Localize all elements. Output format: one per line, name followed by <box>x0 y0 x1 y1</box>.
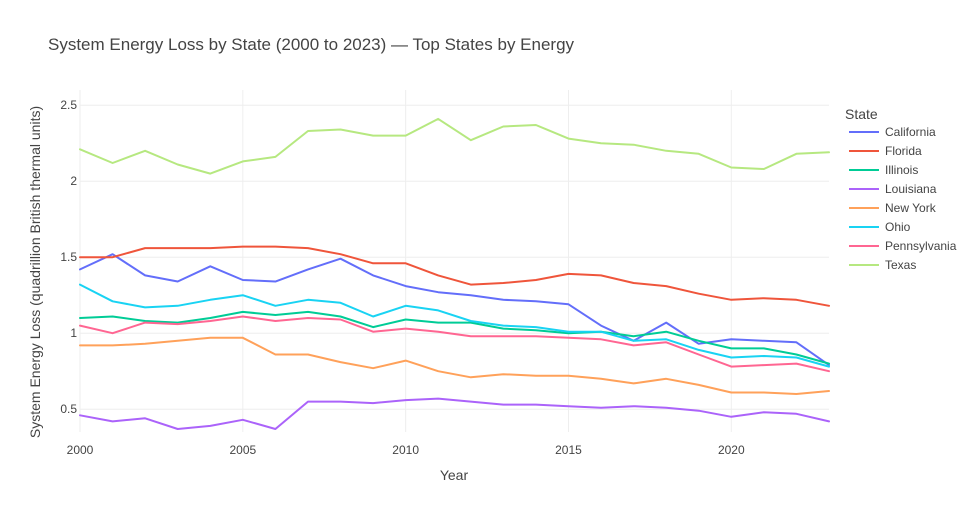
tick-layer: 2000 2005 2010 2015 2020 0.5 1 1.5 2 2.5 <box>60 98 745 457</box>
legend-item-new-york[interactable]: New York <box>849 201 937 215</box>
x-tick-label: 2000 <box>67 443 94 457</box>
legend-item-illinois[interactable]: Illinois <box>849 163 918 177</box>
x-tick-label: 2010 <box>392 443 419 457</box>
legend-item-florida[interactable]: Florida <box>849 144 922 158</box>
x-tick-label: 2005 <box>229 443 256 457</box>
legend-item-texas[interactable]: Texas <box>849 258 916 272</box>
y-tick-label: 1 <box>70 326 77 340</box>
series-line-california[interactable] <box>79 253 830 367</box>
series-layer <box>79 117 830 430</box>
legend-item-louisiana[interactable]: Louisiana <box>849 182 937 196</box>
y-tick-label: 2 <box>70 174 77 188</box>
y-tick-label: 1.5 <box>60 250 77 264</box>
legend-item-california[interactable]: California <box>849 125 936 139</box>
legend[interactable]: State California Florida Illinois Louisiana… <box>845 106 957 272</box>
legend-label: Ohio <box>885 220 911 234</box>
legend-label: New York <box>885 201 937 215</box>
series-line-florida[interactable] <box>79 245 830 307</box>
legend-label: Texas <box>885 258 916 272</box>
legend-label: Florida <box>885 144 922 158</box>
legend-title: State <box>845 106 878 122</box>
legend-label: Louisiana <box>885 182 937 196</box>
legend-label: Illinois <box>885 163 918 177</box>
series-line-louisiana[interactable] <box>79 397 830 430</box>
series-line-illinois[interactable] <box>79 310 830 365</box>
x-tick-label: 2015 <box>555 443 582 457</box>
y-tick-label: 2.5 <box>60 98 77 112</box>
x-axis-title: Year <box>440 467 469 483</box>
legend-label: Pennsylvania <box>885 239 957 253</box>
y-axis-title: System Energy Loss (quadrillion British … <box>27 106 43 438</box>
y-tick-label: 0.5 <box>60 402 77 416</box>
x-tick-label: 2020 <box>718 443 745 457</box>
grid-layer <box>79 90 829 432</box>
legend-item-ohio[interactable]: Ohio <box>849 220 911 234</box>
series-line-texas[interactable] <box>79 117 830 175</box>
legend-item-pennsylvania[interactable]: Pennsylvania <box>849 239 957 253</box>
series-line-new-york[interactable] <box>79 336 830 395</box>
legend-label: California <box>885 125 936 139</box>
series-line-pennsylvania[interactable] <box>79 315 830 373</box>
series-line-ohio[interactable] <box>79 283 830 368</box>
chart-title: System Energy Loss by State (2000 to 202… <box>48 35 575 54</box>
